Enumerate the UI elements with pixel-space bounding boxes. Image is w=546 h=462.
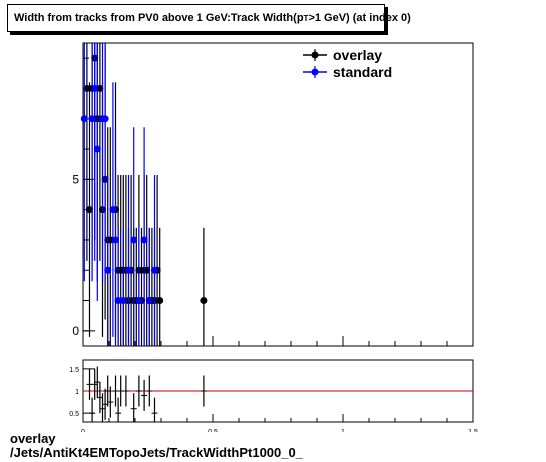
overlay-point [200, 297, 208, 305]
overlay-point [106, 236, 114, 244]
standard-point [88, 115, 96, 123]
overlay-point [143, 266, 151, 274]
series-standard [80, 43, 158, 346]
title-subscript: T [303, 13, 309, 23]
y-tick-label: 0.5 [69, 411, 79, 418]
x-tick-label: 0 [81, 429, 85, 432]
standard-point [119, 297, 127, 305]
x-tick-label: 1.5 [468, 429, 478, 432]
title-suffix: >1 GeV) (at index 0) [308, 12, 411, 24]
standard-point [125, 266, 132, 274]
standard-point [93, 145, 101, 153]
legend-marker [311, 68, 319, 76]
standard-point [112, 236, 119, 244]
title-prefix: Width from tracks from PV0 above 1 GeV:T… [14, 12, 304, 24]
footer-line-1: overlay [10, 431, 56, 446]
x-tick-label: 1 [341, 429, 345, 432]
footer: overlay /Jets/AntiKt4EMTopoJets/TrackWid… [10, 432, 303, 460]
standard-point [91, 84, 99, 92]
chart-title: Width from tracks from PV0 above 1 GeV:T… [7, 4, 411, 32]
legend-entry-standard: standard [303, 64, 392, 80]
ratio-plot: 0.5 1 1.5 0 0.5 1 1.5 [69, 359, 478, 432]
overlay-point [86, 206, 93, 214]
overlay-point [156, 297, 164, 305]
y-tick-label: 1.5 [69, 367, 79, 374]
series-ratio [86, 366, 207, 422]
legend-marker [311, 51, 319, 59]
standard-point [130, 236, 138, 244]
legend-entry-overlay: overlay [303, 47, 382, 63]
standard-point [140, 236, 148, 244]
standard-point [135, 297, 143, 305]
overlay-point [96, 84, 104, 92]
y-tick-label: 0 [72, 324, 79, 338]
standard-point [151, 266, 158, 274]
standard-point [104, 266, 112, 274]
legend-label: standard [333, 64, 392, 80]
y-tick-label: 1 [75, 389, 79, 396]
plot-frame [82, 42, 474, 347]
x-tick-label: 0.5 [208, 429, 218, 432]
footer-line-2: /Jets/AntiKt4EMTopoJets/TrackWidthPt1000… [10, 445, 303, 460]
standard-point [109, 206, 117, 214]
standard-point [101, 115, 109, 123]
y-tick-label: 5 [72, 172, 79, 186]
standard-point [114, 297, 122, 305]
legend-label: overlay [333, 47, 382, 63]
standard-point [80, 115, 88, 123]
standard-point [145, 297, 153, 305]
overlay-point [83, 84, 91, 92]
